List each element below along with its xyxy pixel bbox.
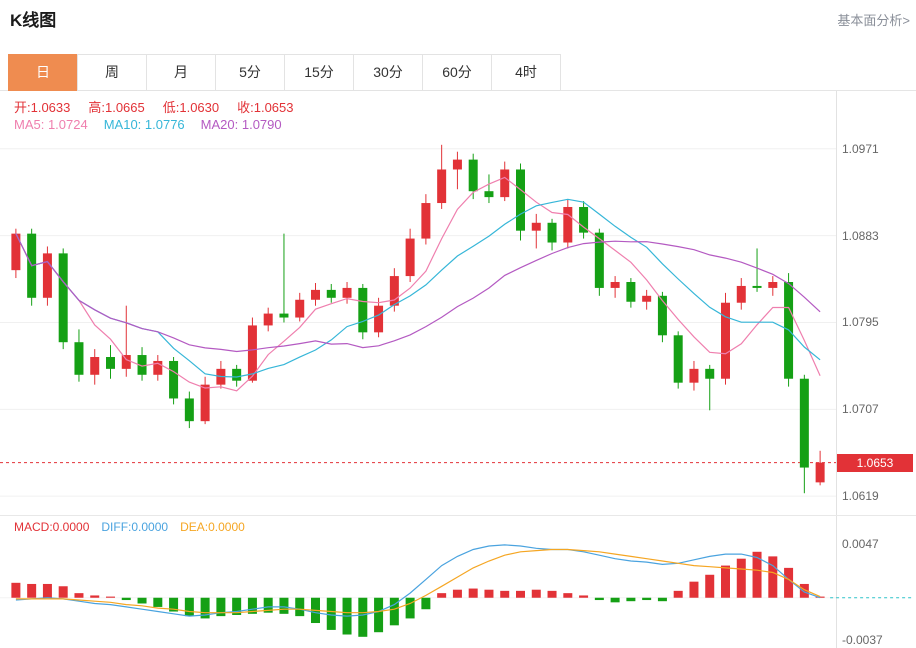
tab-5min[interactable]: 5分 bbox=[215, 54, 285, 91]
tab-monthly[interactable]: 月 bbox=[146, 54, 216, 91]
ma5-line bbox=[15, 176, 821, 392]
fundamental-analysis-link[interactable]: 基本面分析> bbox=[837, 13, 910, 28]
ohlc-row: 开:1.0633 高:1.0665 低:1.0630 收:1.0653 bbox=[14, 97, 312, 116]
macd-bars bbox=[11, 551, 825, 637]
macd-macd-value: MACD:0.0000 bbox=[14, 520, 90, 534]
ohlc-close-value: 收:1.0653 bbox=[237, 100, 294, 115]
ma-row: MA5: 1.0724 MA10: 1.0776 MA20: 1.0790 bbox=[14, 117, 298, 132]
tab-15min[interactable]: 15分 bbox=[284, 54, 354, 91]
grid-layer bbox=[0, 148, 836, 497]
price-tick-label: 1.0971 bbox=[842, 141, 879, 156]
last-price-tag: 1.0653 bbox=[837, 453, 913, 472]
ma20-line bbox=[15, 233, 821, 353]
macd-dea-value: DEA:0.0000 bbox=[180, 520, 245, 534]
ma-ma5-value: MA5: 1.0724 bbox=[14, 117, 88, 132]
dea-line bbox=[15, 548, 821, 614]
ohlc-low-value: 低:1.0630 bbox=[162, 100, 220, 115]
macd-diff-value: DIFF:0.0000 bbox=[101, 520, 169, 534]
candles-layer bbox=[11, 144, 825, 494]
ohlc-open-value: 开:1.0633 bbox=[14, 100, 71, 115]
ma10-line bbox=[15, 198, 821, 378]
tab-60min[interactable]: 60分 bbox=[422, 54, 492, 91]
macd-tick-label: 0.0047 bbox=[842, 536, 879, 551]
ohlc-high-value: 高:1.0665 bbox=[88, 100, 145, 115]
macd-tick-label: -0.0037 bbox=[842, 633, 883, 648]
interval-tab-bar: 日周月 5分 15分 30分 60分 4时 bbox=[8, 54, 561, 91]
ma-ma10-value: MA10: 1.0776 bbox=[103, 117, 185, 132]
tab-4hour[interactable]: 4时 bbox=[491, 54, 561, 91]
price-tick-label: 1.0795 bbox=[842, 315, 879, 330]
page-title: K线图 bbox=[10, 11, 57, 30]
tab-30min[interactable]: 30分 bbox=[353, 54, 423, 91]
separators bbox=[0, 90, 916, 648]
price-tick-label: 1.0883 bbox=[842, 228, 879, 243]
tab-weekly[interactable]: 周 bbox=[77, 54, 147, 91]
tab-daily[interactable]: 日 bbox=[8, 54, 78, 91]
price-tick-label: 1.0619 bbox=[842, 489, 879, 504]
price-tick-label: 1.0707 bbox=[842, 402, 879, 417]
diff-line bbox=[15, 544, 821, 617]
ma-ma20-value: MA20: 1.0790 bbox=[200, 117, 282, 132]
macd-label-row: MACD:0.0000 DIFF:0.0000 DEA:0.0000 bbox=[14, 520, 257, 534]
